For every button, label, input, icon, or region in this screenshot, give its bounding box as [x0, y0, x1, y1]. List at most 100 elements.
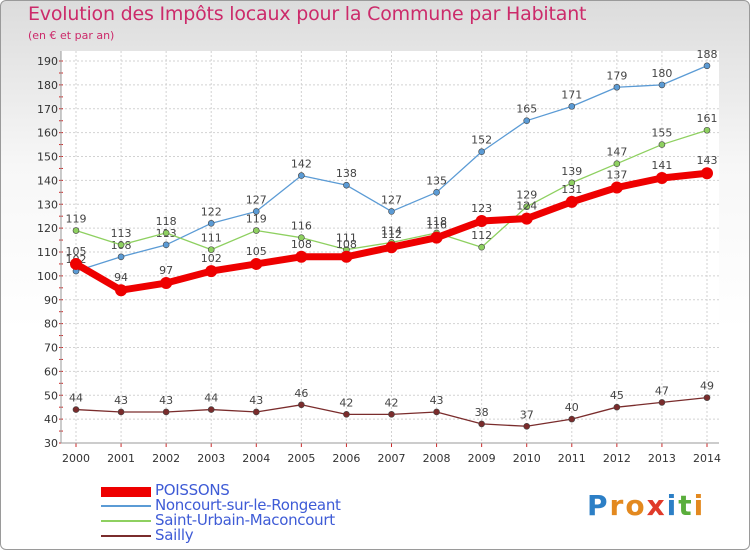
chart-subtitle: (en € et par an): [28, 29, 115, 42]
data-point: [388, 411, 395, 418]
x-tick-label: 2012: [603, 452, 631, 465]
data-label: 46: [294, 387, 308, 400]
data-point: [252, 227, 260, 234]
x-tick-label: 2004: [242, 452, 270, 465]
y-tick-label: 190: [37, 55, 58, 68]
y-tick-label: 170: [37, 103, 58, 116]
proxiti-logo: Proxiti: [587, 489, 705, 522]
data-label: 112: [381, 228, 402, 241]
data-label: 165: [516, 103, 537, 116]
data-point: [162, 229, 170, 237]
data-point: [703, 126, 711, 134]
data-label: 111: [336, 232, 357, 245]
data-point: [340, 250, 353, 263]
data-point: [433, 408, 440, 416]
data-point: [250, 257, 263, 270]
data-point: [117, 241, 125, 249]
data-point: [298, 172, 305, 179]
data-label: 188: [697, 48, 718, 61]
data-point: [523, 117, 531, 124]
data-label: 116: [426, 219, 447, 232]
y-tick-label: 160: [37, 127, 58, 140]
data-label: 43: [430, 394, 444, 407]
data-label: 119: [246, 213, 267, 226]
data-point: [162, 241, 170, 249]
data-point: [207, 406, 215, 413]
data-label: 131: [561, 183, 582, 196]
data-label: 123: [471, 202, 492, 215]
series-3: 44 43 43 44 43 46 42 42 43 38 37 40 45 47 49: [69, 380, 714, 430]
x-tick-label: 2011: [558, 452, 586, 465]
x-tick-label: 2007: [378, 452, 406, 465]
data-label: 45: [610, 389, 624, 402]
data-label: 139: [561, 165, 582, 178]
data-point: [475, 214, 488, 227]
data-point: [343, 181, 350, 189]
data-point: [523, 422, 531, 430]
data-label: 112: [471, 229, 492, 242]
data-point: [298, 234, 305, 241]
data-point: [613, 160, 621, 167]
series-0: 105 94 97 102 105 108 108 112 116 123 124 131 137 141…: [66, 154, 718, 297]
data-point: [613, 403, 621, 411]
y-tick-label: 140: [37, 174, 58, 187]
data-label: 122: [201, 205, 222, 218]
x-tick-label: 2001: [107, 452, 135, 465]
y-tick-label: 70: [44, 342, 58, 355]
data-point: [388, 208, 395, 215]
data-label: 143: [697, 154, 718, 167]
legend-swatch: [101, 487, 151, 497]
data-point: [568, 415, 576, 423]
y-tick-label: 60: [44, 365, 58, 378]
legend-label: Saint-Urbain-Maconcourt: [155, 511, 335, 529]
chart-title: Evolution des Impôts locaux pour la Comm…: [28, 3, 587, 25]
data-point: [565, 195, 578, 208]
data-point: [655, 171, 668, 184]
legend-swatch: [101, 505, 151, 507]
data-label: 119: [66, 213, 87, 226]
x-tick-label: 2014: [693, 452, 721, 465]
data-label: 97: [159, 264, 173, 277]
y-tick-label: 180: [37, 79, 58, 92]
y-tick-label: 90: [44, 294, 58, 307]
data-point: [430, 231, 443, 244]
data-label: 105: [66, 245, 87, 258]
x-tick-label: 2013: [648, 452, 676, 465]
data-label: 42: [339, 396, 353, 409]
data-point: [115, 284, 128, 297]
data-point: [117, 253, 125, 261]
data-label: 43: [159, 394, 173, 407]
data-label: 161: [697, 112, 718, 125]
data-point: [610, 181, 623, 194]
data-point: [433, 189, 440, 196]
x-tick-label: 2008: [423, 452, 451, 465]
logo-letter: x: [646, 489, 667, 522]
data-label: 42: [385, 396, 399, 409]
data-label: 171: [561, 88, 582, 101]
data-point: [207, 220, 215, 227]
data-label: 127: [246, 193, 267, 206]
data-label: 141: [651, 159, 672, 172]
data-point: [343, 411, 350, 418]
data-label: 142: [291, 158, 312, 171]
data-label: 155: [651, 127, 672, 140]
x-tick-label: 2009: [468, 452, 496, 465]
data-label: 124: [516, 200, 537, 213]
data-point: [478, 148, 485, 156]
data-label: 179: [606, 69, 627, 82]
data-label: 152: [471, 134, 492, 147]
data-point: [162, 408, 170, 416]
x-tick-label: 2003: [197, 452, 225, 465]
legend-label: POISSONS: [155, 481, 230, 499]
data-point: [160, 277, 173, 290]
data-point: [658, 81, 666, 89]
data-label: 129: [516, 189, 537, 202]
y-tick-label: 50: [44, 389, 58, 402]
logo-letter: t: [678, 489, 694, 522]
data-label: 108: [336, 238, 357, 251]
data-label: 114: [381, 224, 402, 237]
y-tick-label: 150: [37, 151, 58, 164]
data-label: 180: [651, 67, 672, 80]
y-tick-label: 40: [44, 413, 58, 426]
